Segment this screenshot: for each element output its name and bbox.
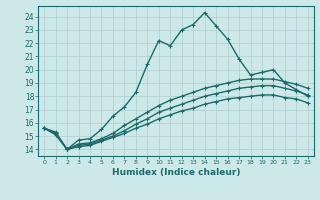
X-axis label: Humidex (Indice chaleur): Humidex (Indice chaleur) (112, 168, 240, 177)
